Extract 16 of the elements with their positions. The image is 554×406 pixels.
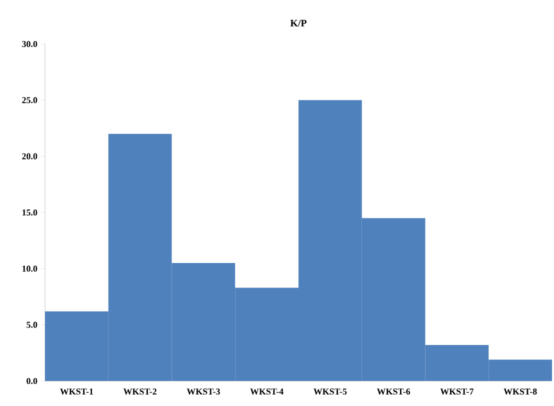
chart-title: K/P [290,20,307,26]
y-tick-label: 0.0 [26,378,38,384]
x-tick-label: WKST-2 [123,388,156,395]
x-tick-label: WKST-4 [250,388,284,395]
x-tick-label: WKST-7 [440,388,474,395]
y-tick-label: 25.0 [22,97,38,104]
y-tick-label: 10.0 [22,266,38,272]
y-tick-label: 5.0 [26,322,38,328]
x-tick-label: WKST-3 [186,388,220,395]
x-tick-label: WKST-8 [504,388,537,395]
x-tick-label: WKST-6 [376,388,410,395]
x-tick-label: WKST-1 [60,388,94,395]
y-tick-label: 30.0 [22,40,38,48]
y-tick-label: 15.0 [22,209,38,216]
y-tick-label: 20.0 [22,153,38,160]
x-tick-label: WKST-5 [314,388,347,395]
